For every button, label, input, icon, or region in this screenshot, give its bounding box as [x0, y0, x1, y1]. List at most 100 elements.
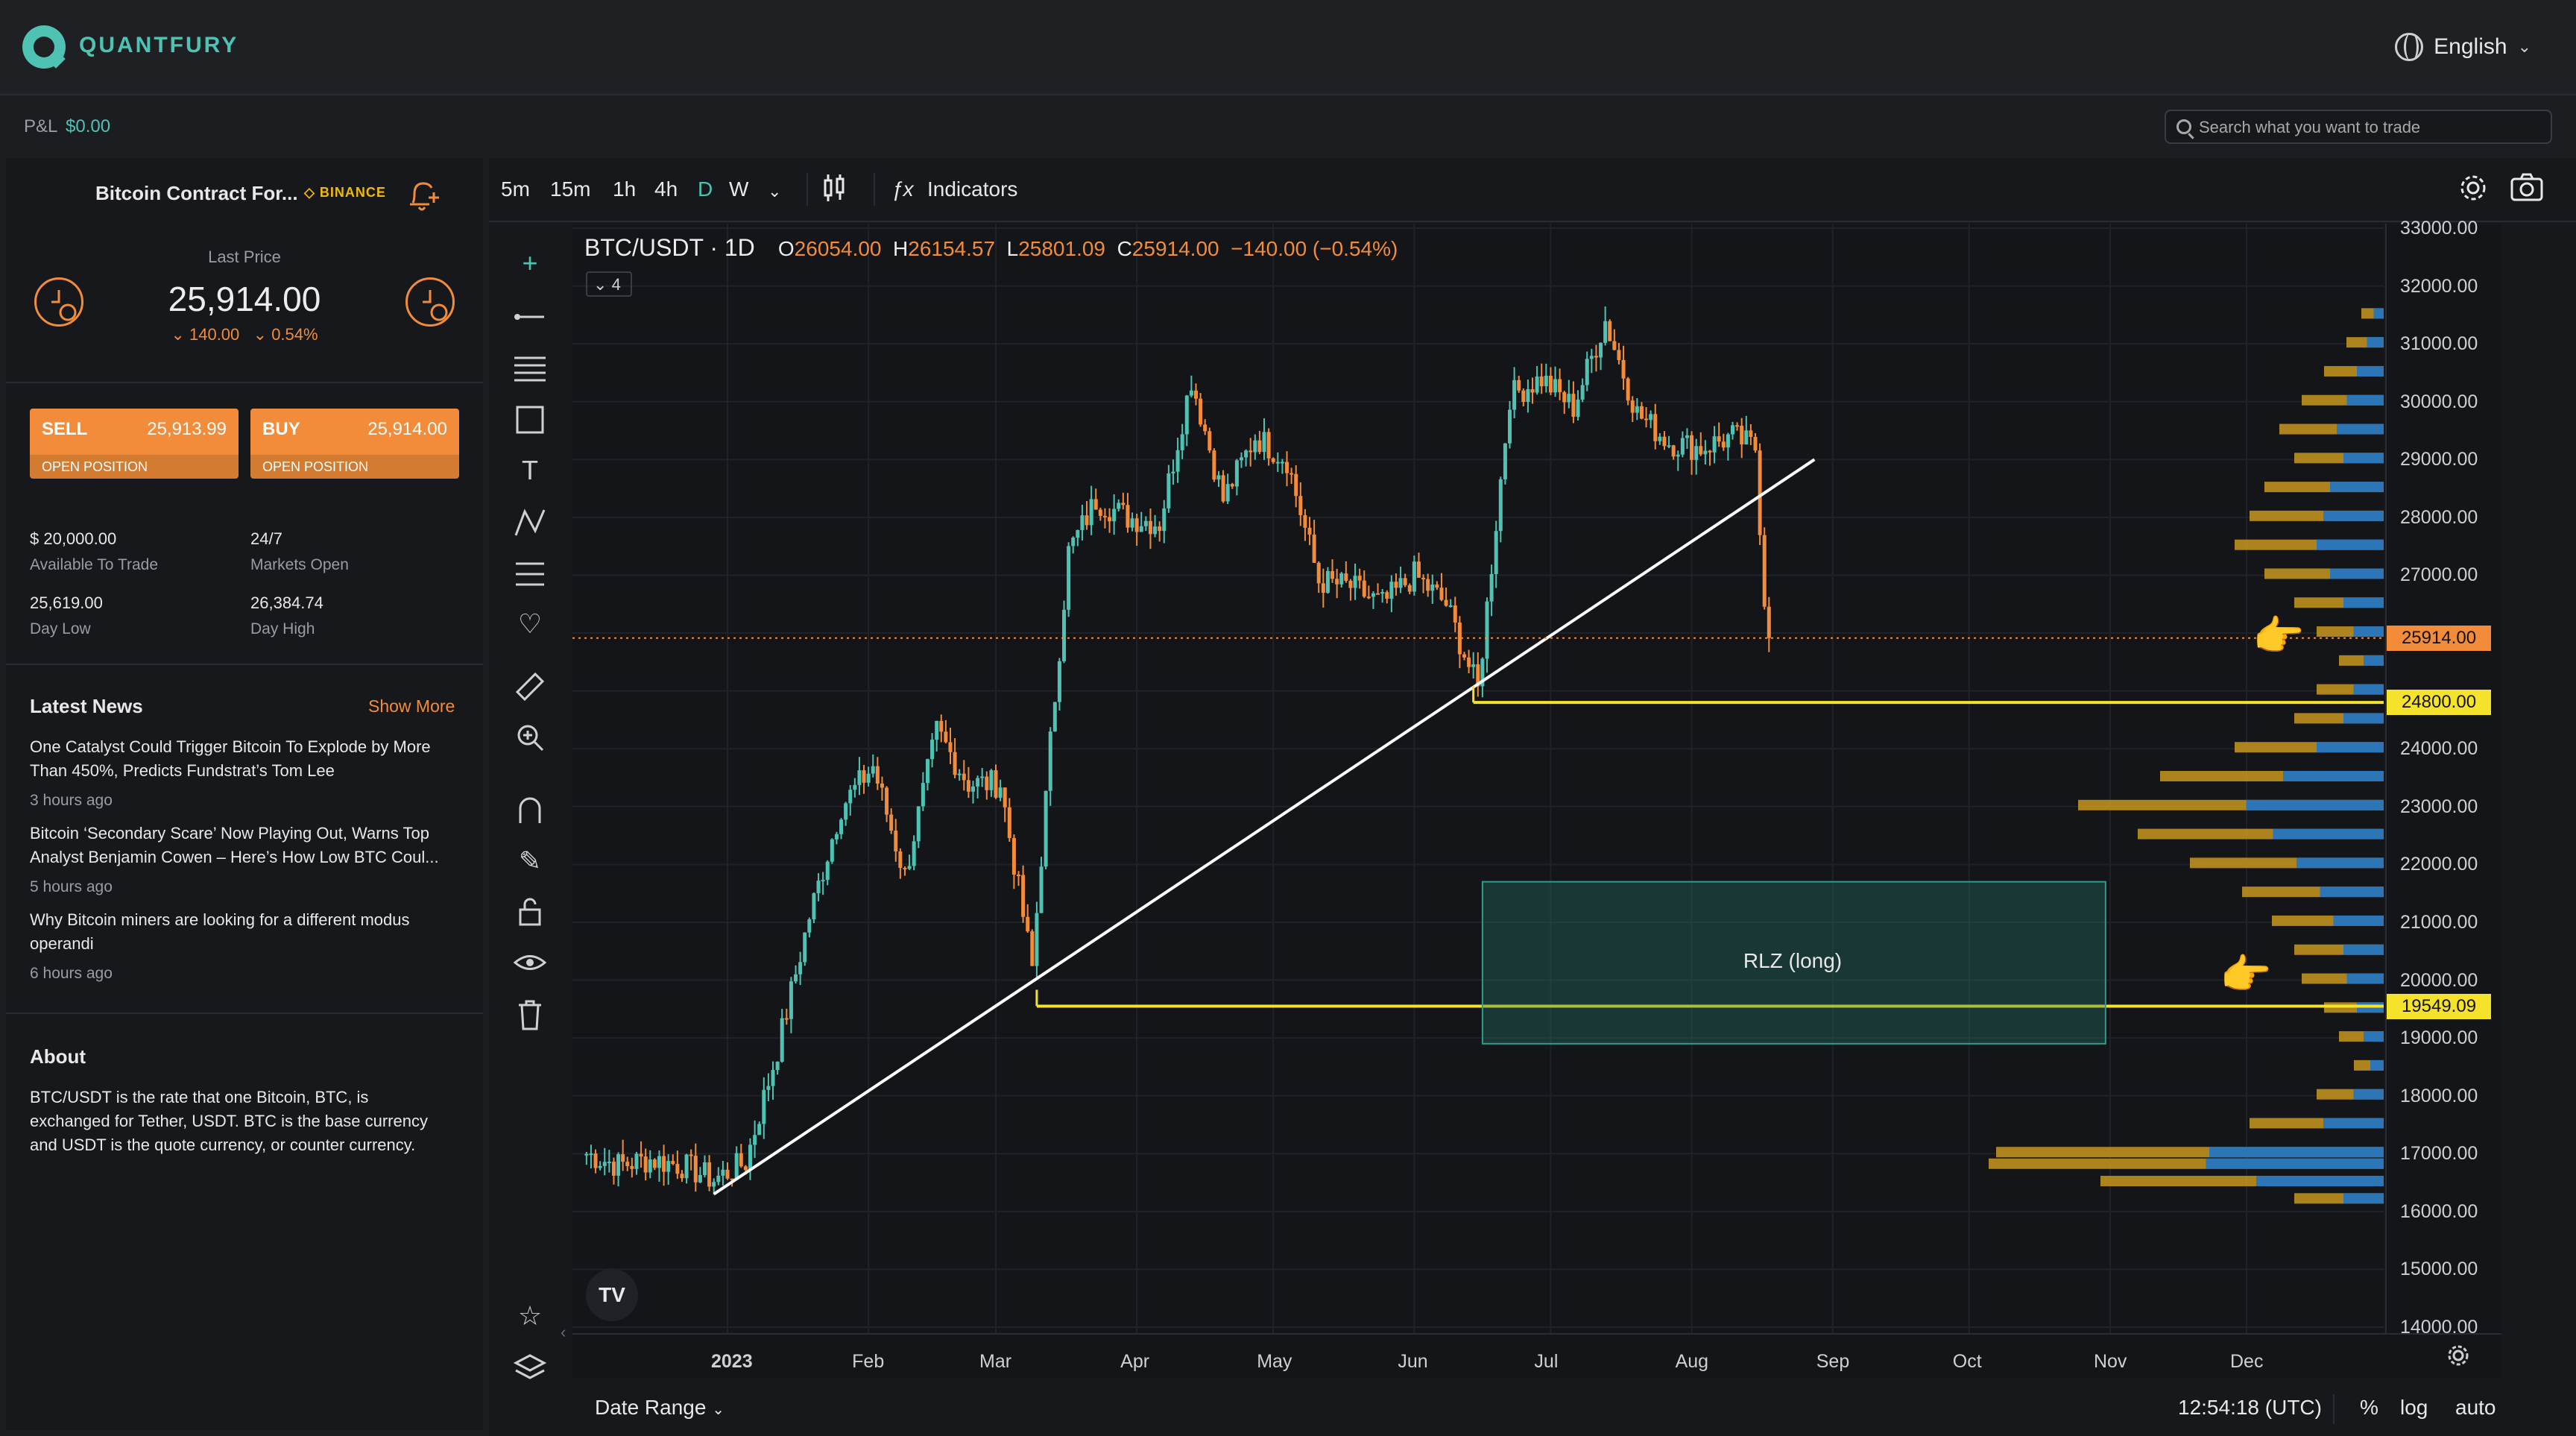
zoom-in-icon[interactable]: [513, 720, 547, 755]
price-alert-bell-icon[interactable]: [407, 177, 439, 211]
fib-retracement-icon[interactable]: [513, 352, 547, 386]
layers-icon[interactable]: [513, 1350, 547, 1384]
rectangle-icon[interactable]: [513, 403, 547, 437]
candle-body: [584, 1153, 589, 1156]
candle-body: [1389, 582, 1394, 599]
indicators-button[interactable]: Indicators: [927, 177, 1018, 201]
crosshair-icon[interactable]: +: [522, 248, 538, 278]
volume-profile-bar: [2346, 394, 2384, 406]
candle-body: [844, 803, 848, 820]
pnl-bar: [0, 97, 2576, 157]
candle-body: [1193, 390, 1198, 399]
show-more-link[interactable]: Show More: [368, 696, 455, 716]
magnet-icon[interactable]: [513, 793, 547, 828]
trend-line-icon[interactable]: [513, 300, 547, 334]
timeframe-dropdown-icon[interactable]: ⌄: [768, 182, 782, 201]
candle-body: [721, 1169, 725, 1176]
divider: [6, 1013, 483, 1014]
candles-chart-type-icon[interactable]: [821, 173, 847, 208]
price-chart-plot[interactable]: BTC/USDT · 1D O26054.00 H26154.57 L25801…: [572, 224, 2384, 1333]
timeframe-15m[interactable]: 15m: [550, 177, 591, 201]
candle-body: [1485, 601, 1489, 659]
price-axis-label: 21000.00: [2400, 911, 2478, 933]
news-item-headline[interactable]: One Catalyst Could Trigger Bitcoin To Ex…: [30, 735, 462, 783]
text-tool-icon[interactable]: T: [522, 455, 538, 485]
pencil-lock-icon[interactable]: ✎: [518, 845, 542, 876]
buy-button[interactable]: BUY 25,914.00 OPEN POSITION: [250, 409, 459, 479]
candle-body: [1380, 592, 1385, 594]
candle-body: [1435, 584, 1439, 588]
prediction-tool-icon[interactable]: [513, 556, 547, 591]
candle-body: [821, 880, 825, 882]
camera-screenshot-icon[interactable]: [2509, 171, 2545, 210]
bull-alert-icon[interactable]: [405, 277, 455, 327]
ruler-icon[interactable]: [513, 670, 547, 704]
favorite-heart-icon[interactable]: ♡: [517, 608, 543, 639]
candle-body: [994, 770, 998, 798]
time-axis[interactable]: 2023 Feb Mar Apr May Jun Jul Aug Sep Oct Nov Dec: [572, 1333, 2501, 1378]
collapse-arrow-icon[interactable]: ‹: [561, 1323, 566, 1341]
about-line: exchanged for Tether, USDT. BTC is the b…: [30, 1112, 428, 1130]
news-line: operandi: [30, 934, 94, 953]
pattern-tool-icon[interactable]: [513, 506, 547, 540]
candle-body: [630, 1166, 634, 1169]
percent-scale-toggle[interactable]: %: [2360, 1396, 2378, 1419]
date-range-button[interactable]: Date Range ⌄: [595, 1396, 724, 1420]
settings-gear-icon[interactable]: [2457, 171, 2490, 210]
search-box[interactable]: [2165, 110, 2552, 144]
candle-body: [912, 841, 916, 866]
watchlist-star-icon[interactable]: ☆: [517, 1300, 543, 1331]
candle-body: [1599, 342, 1603, 358]
candle-body: [1671, 445, 1676, 457]
language-selector[interactable]: English ⌄: [2395, 33, 2531, 61]
time-axis-label: Feb: [852, 1351, 885, 1372]
time-axis-label: Sep: [1816, 1351, 1850, 1372]
candle-body: [1175, 450, 1180, 472]
eye-visibility-icon[interactable]: [513, 945, 547, 980]
timeframe-4h[interactable]: 4h: [654, 177, 678, 201]
candle-body: [1044, 790, 1048, 867]
timeframe-w[interactable]: W: [729, 177, 749, 201]
candle-body: [680, 1174, 684, 1179]
indicators-collapse-toggle[interactable]: ⌄ 4: [586, 271, 632, 297]
tradingview-logo[interactable]: TV: [586, 1269, 638, 1321]
candle-body: [616, 1154, 621, 1176]
candle-body: [1221, 475, 1225, 502]
search-input[interactable]: [2199, 117, 2542, 138]
trash-icon[interactable]: [513, 998, 547, 1032]
candle-body: [1576, 399, 1580, 417]
toolbar-separator: [806, 173, 808, 206]
bear-alert-icon[interactable]: [34, 277, 83, 327]
sell-button[interactable]: SELL 25,913.99 OPEN POSITION: [30, 409, 239, 479]
candle-body: [1280, 462, 1284, 464]
log-scale-toggle[interactable]: log: [2400, 1396, 2428, 1419]
candle-body: [1480, 658, 1485, 687]
candle-body: [780, 1018, 784, 1062]
candle-body: [857, 770, 862, 785]
price-level-tag: 25914.00: [2387, 625, 2491, 651]
auto-scale-toggle[interactable]: auto: [2455, 1396, 2496, 1419]
down-arrow-icon: ⌄: [253, 325, 268, 344]
candle-body: [880, 783, 884, 788]
candle-body: [1580, 385, 1585, 400]
utc-clock[interactable]: 12:54:18 (UTC): [2178, 1396, 2322, 1419]
timeframe-d[interactable]: D: [698, 177, 713, 201]
news-item-headline[interactable]: Bitcoin ‘Secondary Scare’ Now Playing Ou…: [30, 822, 462, 869]
candle-body: [748, 1144, 753, 1171]
axis-settings-gear-icon[interactable]: [2445, 1342, 2472, 1373]
price-axis[interactable]: 33000.00 32000.00 31000.00 30000.00 29000.00…: [2385, 218, 2501, 1338]
sell-open-position: OPEN POSITION: [30, 455, 239, 479]
candle-body: [1344, 573, 1348, 581]
news-item-headline[interactable]: Why Bitcoin miners are looking for a dif…: [30, 908, 462, 956]
function-icon[interactable]: ƒx: [891, 177, 914, 201]
lock-icon[interactable]: [513, 895, 547, 929]
timeframe-5m[interactable]: 5m: [501, 177, 530, 201]
price-axis-label: 32000.00: [2400, 275, 2478, 297]
timeframe-1h[interactable]: 1h: [613, 177, 637, 201]
candle-body: [1285, 462, 1289, 473]
volume-profile-bar: [2256, 1176, 2384, 1187]
legend-low-label: L: [1006, 237, 1019, 260]
candle-body: [1357, 576, 1362, 581]
candle-body: [1080, 515, 1085, 530]
volume-profile-bar: [2367, 337, 2384, 348]
